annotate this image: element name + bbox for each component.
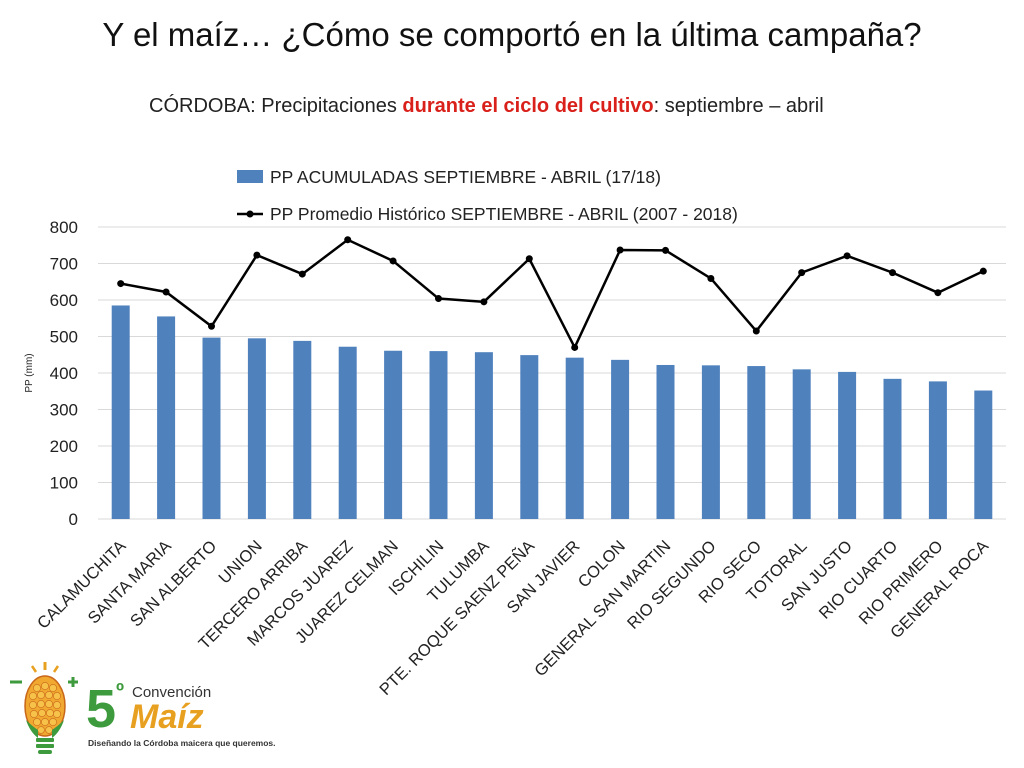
y-tick-label: 200 (50, 437, 78, 456)
y-tick-label: 700 (50, 255, 78, 274)
y-tick-label: 300 (50, 401, 78, 420)
bar (565, 357, 584, 519)
logo-degree: º (116, 678, 125, 703)
bar (520, 355, 539, 519)
bar (157, 316, 176, 519)
line-point (707, 274, 715, 282)
y-tick-label: 600 (50, 291, 78, 310)
bar (974, 390, 993, 519)
legend-bar-swatch (237, 170, 263, 183)
bar (293, 340, 312, 519)
line-point (798, 269, 806, 277)
legend-line-marker (246, 210, 254, 218)
bar (611, 359, 630, 519)
line-point (344, 236, 352, 244)
line-point (525, 255, 533, 263)
logo-maiz: Maíz (130, 698, 204, 736)
bar (247, 338, 266, 519)
bar (701, 365, 720, 519)
logo-tagline: Diseñando la Córdoba maicera que queremo… (88, 738, 276, 748)
y-tick-label: 400 (50, 364, 78, 383)
bar (838, 371, 857, 519)
subtitle-suffix: : septiembre – abril (653, 95, 824, 117)
bar (429, 351, 448, 519)
line-point (934, 289, 942, 297)
line-point (162, 288, 170, 296)
line-point (435, 295, 442, 303)
bar (883, 378, 902, 519)
line-point (889, 269, 896, 277)
corn-bulb-icon (10, 662, 78, 754)
chart-subtitle: CÓRDOBA: Precipitaciones durante el cicl… (149, 95, 824, 118)
logo-convencion: Convención (132, 684, 212, 701)
line-point (117, 280, 125, 288)
line-series (120, 238, 984, 351)
line-point (979, 267, 987, 275)
bar (928, 381, 947, 519)
line-point (662, 246, 669, 254)
line-point (616, 246, 624, 254)
bar (384, 350, 403, 519)
bar (111, 305, 130, 519)
subtitle-prefix: CÓRDOBA: Precipitaciones (149, 95, 403, 117)
line-point (253, 251, 261, 259)
line-point (389, 257, 397, 265)
bar (792, 369, 811, 519)
line-point (298, 270, 306, 278)
x-category-label: RIO CUARTO (816, 537, 902, 623)
line-point (843, 252, 851, 260)
bar (202, 337, 221, 519)
bar (338, 346, 357, 519)
logo-number: 5 (86, 679, 117, 739)
line-point (208, 322, 215, 330)
convencion-maiz-logo: 5 º Convención Maíz Diseñando la Córdoba… (8, 660, 298, 760)
bar (656, 364, 675, 519)
line-point (752, 327, 760, 335)
bar (474, 352, 493, 519)
line-point (571, 343, 579, 351)
y-tick-label: 500 (50, 328, 78, 347)
legend-line-label: PP Promedio Histórico SEPTIEMBRE - ABRIL… (270, 204, 738, 224)
bar (747, 366, 766, 519)
y-tick-label: 800 (50, 218, 78, 237)
y-tick-label: 100 (50, 474, 78, 493)
legend-bar-label: PP ACUMULADAS SEPTIEMBRE - ABRIL (17/18) (270, 167, 661, 187)
y-axis-label: PP (mm) (24, 353, 35, 392)
subtitle-highlight: durante el ciclo del cultivo (402, 95, 654, 117)
y-tick-label: 0 (69, 510, 78, 529)
slide-title: Y el maíz… ¿Cómo se comportó en la últim… (102, 16, 922, 53)
line-point (480, 298, 488, 306)
